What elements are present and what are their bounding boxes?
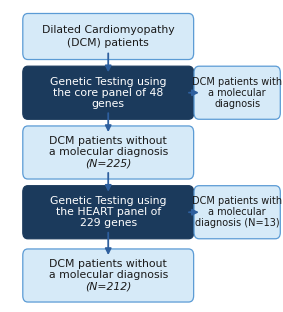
Text: DCM patients with: DCM patients with bbox=[192, 196, 282, 206]
Text: DCM patients without: DCM patients without bbox=[49, 136, 167, 146]
Text: a molecular diagnosis: a molecular diagnosis bbox=[49, 271, 168, 280]
Text: diagnosis (N=13): diagnosis (N=13) bbox=[195, 218, 280, 228]
FancyBboxPatch shape bbox=[23, 186, 194, 239]
Text: (DCM) patients: (DCM) patients bbox=[67, 38, 149, 48]
Text: a molecular diagnosis: a molecular diagnosis bbox=[49, 148, 168, 158]
Text: DCM patients without: DCM patients without bbox=[49, 259, 167, 269]
FancyBboxPatch shape bbox=[194, 186, 280, 239]
FancyBboxPatch shape bbox=[23, 249, 194, 302]
FancyBboxPatch shape bbox=[23, 66, 194, 119]
Text: Genetic Testing using: Genetic Testing using bbox=[50, 196, 166, 206]
FancyBboxPatch shape bbox=[23, 13, 194, 60]
Text: diagnosis: diagnosis bbox=[214, 99, 260, 109]
Text: (N=225): (N=225) bbox=[85, 159, 131, 169]
Text: genes: genes bbox=[92, 99, 125, 109]
Text: 229 genes: 229 genes bbox=[80, 218, 137, 228]
Text: the HEART panel of: the HEART panel of bbox=[55, 207, 161, 217]
Text: a molecular: a molecular bbox=[208, 88, 266, 98]
Text: DCM patients with: DCM patients with bbox=[192, 76, 282, 86]
FancyBboxPatch shape bbox=[194, 66, 280, 119]
FancyBboxPatch shape bbox=[23, 126, 194, 179]
Text: Dilated Cardiomyopathy: Dilated Cardiomyopathy bbox=[42, 25, 175, 35]
Text: a molecular: a molecular bbox=[208, 207, 266, 217]
Text: (N=212): (N=212) bbox=[85, 282, 131, 292]
Text: Genetic Testing using: Genetic Testing using bbox=[50, 76, 166, 86]
Text: the core panel of 48: the core panel of 48 bbox=[53, 88, 163, 98]
